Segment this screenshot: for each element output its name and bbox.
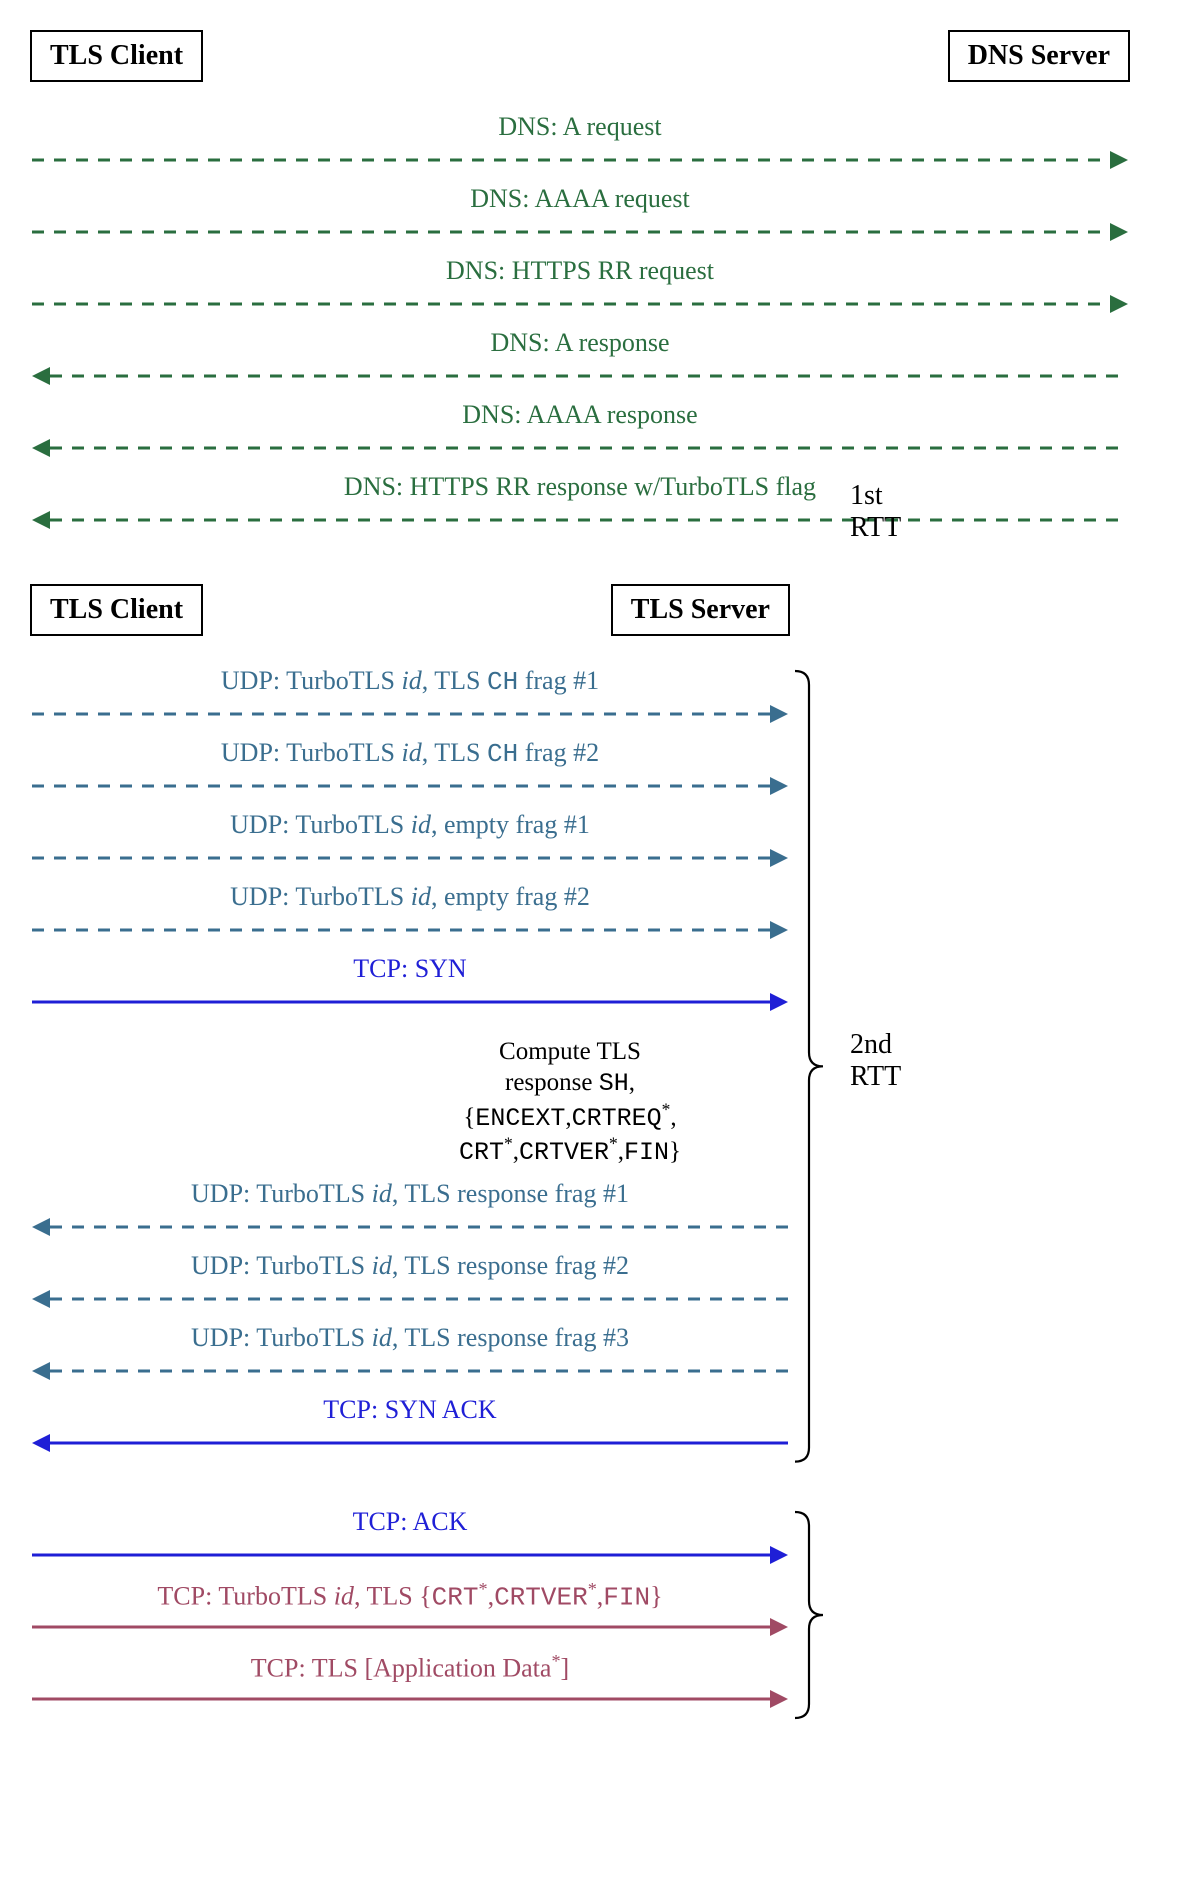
message-row: TCP: TurboTLS id, TLS {CRT*,CRTVER*,FIN}: [30, 1579, 790, 1651]
note-line4: CRT*,CRTVER*,FIN}: [459, 1138, 681, 1165]
message-row: UDP: TurboTLS id, TLS response frag #2: [30, 1251, 790, 1323]
message-arrow: [30, 148, 1130, 172]
brace-col: [790, 584, 850, 1723]
message-arrow: [30, 990, 790, 1014]
section2-wrap: TLS Client TLS Server UDP: TurboTLS id, …: [30, 584, 1130, 1723]
message-arrow: [30, 774, 790, 798]
message-arrow: [30, 1287, 790, 1311]
message-arrow: [30, 364, 1130, 388]
brace-rtt1: [790, 666, 850, 1467]
rtt2-line2: RTT: [850, 1061, 901, 1092]
rtt1-top-msgs: UDP: TurboTLS id, TLS CH frag #1 UDP: Tur…: [30, 666, 790, 1026]
message-arrow: [30, 1615, 790, 1639]
dns-server-box: DNS Server: [948, 30, 1130, 82]
message-row: UDP: TurboTLS id, empty frag #1: [30, 810, 790, 882]
message-label: UDP: TurboTLS id, TLS response frag #3: [30, 1323, 790, 1353]
message-row: DNS: AAAA request: [30, 184, 1130, 256]
tls-client-box-2: TLS Client: [30, 584, 203, 636]
message-label: UDP: TurboTLS id, TLS response frag #2: [30, 1251, 790, 1281]
note-line3: {ENCEXT,CRTREQ*,: [463, 1104, 676, 1131]
message-row: TCP: SYN: [30, 954, 790, 1026]
message-arrow: [30, 1543, 790, 1567]
message-arrow: [30, 846, 790, 870]
message-label: TCP: SYN ACK: [30, 1395, 790, 1425]
message-label: DNS: A response: [30, 328, 1130, 358]
message-label: UDP: TurboTLS id, TLS CH frag #2: [30, 738, 790, 769]
message-arrow: [30, 508, 1130, 532]
message-row: DNS: AAAA response: [30, 400, 1130, 472]
message-row: TCP: SYN ACK: [30, 1395, 790, 1467]
message-row: TCP: TLS [Application Data*]: [30, 1651, 790, 1723]
rtt-label-col: 1st RTT 2nd RTT: [850, 584, 950, 1723]
message-arrow: [30, 1359, 790, 1383]
rtt1-label: 1st RTT: [850, 480, 901, 544]
rtt2-msgs: TCP: ACK TCP: TurboTLS id, TLS {CRT*,CRTV…: [30, 1507, 790, 1723]
message-arrow: [30, 1215, 790, 1239]
rtt-gap: [30, 1467, 790, 1507]
rtt1-line1: 1st: [850, 480, 883, 511]
section2-main-col: TLS Client TLS Server UDP: TurboTLS id, …: [30, 584, 790, 1723]
note-line2: response SH,: [505, 1069, 635, 1096]
rtt2-line1: 2nd: [850, 1029, 892, 1060]
message-label: DNS: AAAA request: [30, 184, 1130, 214]
message-arrow: [30, 918, 790, 942]
message-label: UDP: TurboTLS id, empty frag #1: [30, 810, 790, 840]
message-label: UDP: TurboTLS id, TLS CH frag #1: [30, 666, 790, 697]
message-label: TCP: SYN: [30, 954, 790, 984]
message-label: DNS: HTTPS RR response w/TurboTLS flag: [30, 472, 1130, 502]
brace-rtt2: [790, 1507, 850, 1723]
message-row: DNS: HTTPS RR request: [30, 256, 1130, 328]
message-arrow: [30, 702, 790, 726]
message-arrow: [30, 292, 1130, 316]
message-row: DNS: A request: [30, 112, 1130, 184]
rtt2-block: TCP: ACK TCP: TurboTLS id, TLS {CRT*,CRTV…: [30, 1507, 790, 1723]
message-row: UDP: TurboTLS id, empty frag #2: [30, 882, 790, 954]
rtt1-block: UDP: TurboTLS id, TLS CH frag #1 UDP: Tur…: [30, 666, 790, 1467]
message-label: DNS: A request: [30, 112, 1130, 142]
message-arrow: [30, 220, 1130, 244]
diagram-container: TLS Client DNS Server DNS: A requestDNS:…: [30, 30, 1130, 1723]
message-row: DNS: A response: [30, 328, 1130, 400]
section1-messages: DNS: A request DNS: AAAA request DNS: HTTP…: [30, 112, 1130, 544]
message-label: TCP: TurboTLS id, TLS {CRT*,CRTVER*,FIN}: [30, 1579, 790, 1613]
message-label: DNS: HTTPS RR request: [30, 256, 1130, 286]
message-row: UDP: TurboTLS id, TLS response frag #1: [30, 1179, 790, 1251]
message-label: TCP: TLS [Application Data*]: [30, 1651, 790, 1684]
message-arrow: [30, 1431, 790, 1455]
tls-server-box: TLS Server: [611, 584, 790, 636]
message-arrow: [30, 436, 1130, 460]
message-row: UDP: TurboTLS id, TLS CH frag #2: [30, 738, 790, 810]
message-label: TCP: ACK: [30, 1507, 790, 1537]
message-row: DNS: HTTPS RR response w/TurboTLS flag: [30, 472, 1130, 544]
rtt2-label: 2nd RTT: [850, 1029, 901, 1093]
message-row: TCP: ACK: [30, 1507, 790, 1579]
compute-note: Compute TLS response SH, {ENCEXT,CRTREQ*…: [370, 1036, 770, 1169]
message-label: UDP: TurboTLS id, empty frag #2: [30, 882, 790, 912]
note-line1: Compute TLS: [499, 1038, 641, 1065]
message-label: UDP: TurboTLS id, TLS response frag #1: [30, 1179, 790, 1209]
message-label: DNS: AAAA response: [30, 400, 1130, 430]
rtt1-line2: RTT: [850, 512, 901, 543]
message-row: UDP: TurboTLS id, TLS CH frag #1: [30, 666, 790, 738]
section1-header: TLS Client DNS Server: [30, 30, 1130, 82]
message-arrow: [30, 1687, 790, 1711]
message-row: UDP: TurboTLS id, TLS response frag #3: [30, 1323, 790, 1395]
rtt1-bot-msgs: UDP: TurboTLS id, TLS response frag #1 UD…: [30, 1179, 790, 1467]
tls-client-box-1: TLS Client: [30, 30, 203, 82]
section2-header: TLS Client TLS Server: [30, 584, 790, 636]
